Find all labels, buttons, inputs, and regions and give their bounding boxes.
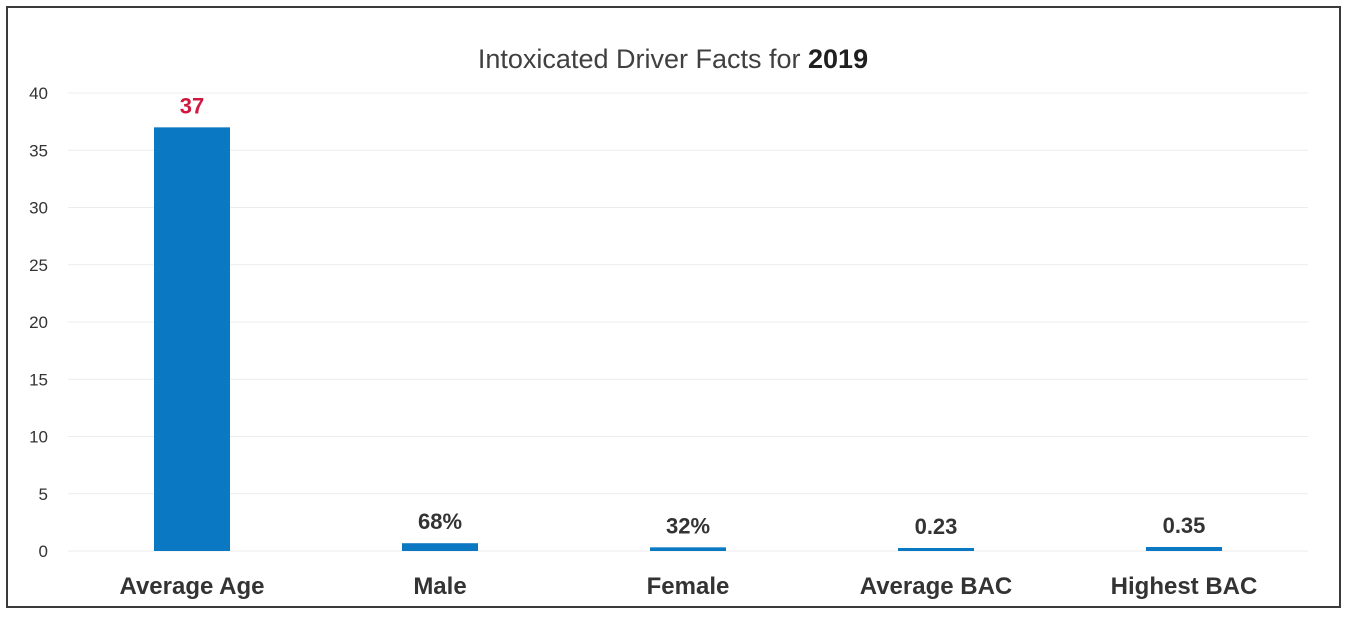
bar [402, 543, 478, 551]
chart-title: Intoxicated Driver Facts for 2019 [478, 44, 868, 74]
category-label: Average Age [120, 573, 265, 600]
gridlines [68, 92, 1308, 552]
y-tick-label: 35 [29, 141, 48, 160]
category-label: Highest BAC [1111, 573, 1258, 600]
category-label: Average BAC [860, 573, 1013, 600]
data-label: 32% [666, 513, 710, 538]
chart-frame: Intoxicated Driver Facts for 2019 0 5 10 15… [6, 6, 1341, 608]
y-tick-label: 0 [39, 542, 48, 561]
data-label: 0.35 [1163, 513, 1206, 538]
bars [154, 127, 1222, 551]
bar [898, 548, 974, 551]
data-label: 37 [180, 93, 204, 118]
y-axis-ticks: 0 5 10 15 20 25 30 35 40 [29, 84, 48, 561]
y-tick-label: 20 [29, 313, 48, 332]
data-labels: 37 68% 32% 0.23 0.35 [180, 93, 1206, 539]
chart-title-main: Intoxicated Driver Facts for [478, 44, 801, 74]
y-tick-label: 5 [39, 485, 48, 504]
data-label: 68% [418, 509, 462, 534]
y-tick-label: 30 [29, 199, 48, 218]
chart-title-year: 2019 [808, 44, 868, 74]
y-tick-label: 40 [29, 84, 48, 103]
bar [650, 547, 726, 551]
category-label: Male [413, 573, 466, 600]
category-label: Female [647, 573, 730, 600]
bar [154, 127, 230, 551]
bar-chart: Intoxicated Driver Facts for 2019 0 5 10 15… [29, 44, 1308, 600]
category-labels: Average Age Male Female Average BAC Highest … [120, 573, 1258, 600]
y-tick-label: 25 [29, 256, 48, 275]
bar [1146, 546, 1222, 551]
y-tick-label: 10 [29, 428, 48, 447]
y-tick-label: 15 [29, 370, 48, 389]
data-label: 0.23 [915, 514, 958, 539]
